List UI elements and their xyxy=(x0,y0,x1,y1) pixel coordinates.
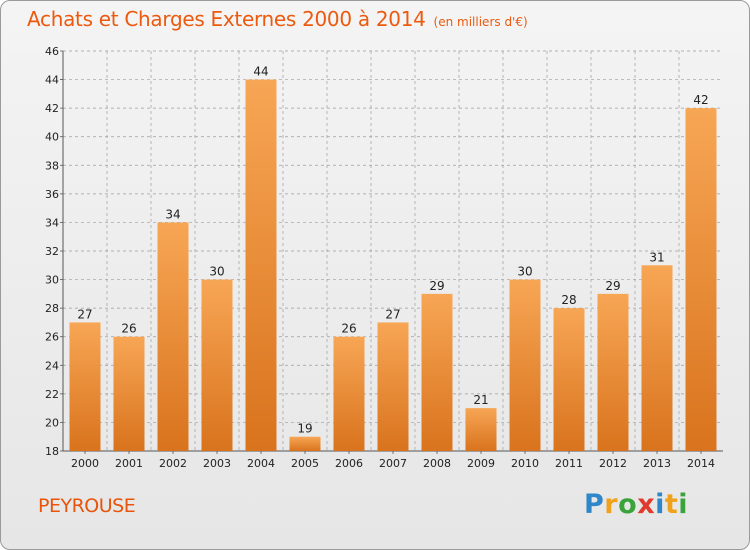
data-label: 44 xyxy=(253,65,268,79)
bar-2005 xyxy=(289,436,321,451)
y-tick-label: 42 xyxy=(45,102,59,115)
bar-2011 xyxy=(553,308,585,451)
bar-2012 xyxy=(597,293,629,451)
proxiti-logo: Proxiti xyxy=(584,489,688,520)
logo-letter: P xyxy=(584,489,605,520)
logo-letter: i xyxy=(678,489,689,520)
chart-title: Achats et Charges Externes 2000 à 2014 xyxy=(27,7,426,31)
bar-2010 xyxy=(509,279,541,451)
tick-labels: 18 20 22 24 26 28 30 32 34 36 38 40 42 44 46 2000 2001 20… xyxy=(45,45,715,470)
logo-letter: r xyxy=(604,489,619,520)
bar-2000 xyxy=(69,322,101,451)
data-label: 29 xyxy=(605,279,620,293)
x-tick-label: 2010 xyxy=(511,457,539,470)
location-name: PEYROUSE xyxy=(38,495,136,517)
logo-letter: x xyxy=(637,489,656,520)
y-tick-label: 44 xyxy=(45,74,59,87)
y-tick-label: 26 xyxy=(45,331,59,344)
x-tick-label: 2007 xyxy=(379,457,407,470)
x-tick-label: 2008 xyxy=(423,457,451,470)
x-tick-label: 2006 xyxy=(335,457,363,470)
y-tick-label: 24 xyxy=(45,359,59,372)
bar-2009 xyxy=(465,408,497,451)
data-label: 42 xyxy=(693,93,708,107)
data-label: 31 xyxy=(649,250,664,264)
y-tick-label: 40 xyxy=(45,131,59,144)
bar-2013 xyxy=(641,265,673,451)
logo-letter: t xyxy=(664,489,679,520)
y-tick-label: 34 xyxy=(45,216,59,229)
bar-2014 xyxy=(685,108,717,452)
data-label: 26 xyxy=(341,322,356,336)
y-tick-label: 28 xyxy=(45,302,59,315)
bar-2007 xyxy=(377,322,409,451)
data-label: 30 xyxy=(209,265,224,279)
bar-2004 xyxy=(245,79,277,452)
bar-2001 xyxy=(113,336,145,451)
x-tick-label: 2014 xyxy=(687,457,715,470)
data-label: 27 xyxy=(77,307,92,321)
y-tick-label: 32 xyxy=(45,245,59,258)
bar-2003 xyxy=(201,279,233,451)
title-row: Achats et Charges Externes 2000 à 2014 (e… xyxy=(27,7,528,31)
bar-2006 xyxy=(333,336,365,451)
y-tick-label: 22 xyxy=(45,388,59,401)
x-tick-label: 2011 xyxy=(555,457,583,470)
x-tick-label: 2002 xyxy=(159,457,187,470)
data-label: 28 xyxy=(561,293,576,307)
y-tick-label: 18 xyxy=(45,445,59,458)
data-label: 29 xyxy=(429,279,444,293)
x-tick-label: 2009 xyxy=(467,457,495,470)
y-tick-label: 30 xyxy=(45,274,59,287)
data-labels: 27 26 34 30 44 19 26 27 29 21 30 28 29 31 42 xyxy=(77,65,708,436)
x-tick-label: 2003 xyxy=(203,457,231,470)
data-label: 34 xyxy=(165,207,180,221)
y-tick-label: 38 xyxy=(45,159,59,172)
x-tick-label: 2005 xyxy=(291,457,319,470)
x-tick-label: 2012 xyxy=(599,457,627,470)
data-label: 26 xyxy=(121,322,136,336)
data-label: 30 xyxy=(517,265,532,279)
bars xyxy=(69,79,717,452)
chart-unit: (en milliers d'€) xyxy=(433,15,528,29)
data-label: 19 xyxy=(297,422,312,436)
logo-letter: i xyxy=(655,489,665,520)
logo-letter: o xyxy=(618,489,638,520)
x-tick-label: 2000 xyxy=(71,457,99,470)
data-label: 27 xyxy=(385,307,400,321)
x-tick-label: 2001 xyxy=(115,457,143,470)
x-tick-label: 2013 xyxy=(643,457,671,470)
x-tick-label: 2004 xyxy=(247,457,275,470)
y-tick-label: 36 xyxy=(45,188,59,201)
bar-2002 xyxy=(157,222,189,451)
bar-2008 xyxy=(421,293,453,451)
y-tick-label: 46 xyxy=(45,45,59,58)
data-label: 21 xyxy=(473,393,488,407)
y-tick-label: 20 xyxy=(45,416,59,429)
